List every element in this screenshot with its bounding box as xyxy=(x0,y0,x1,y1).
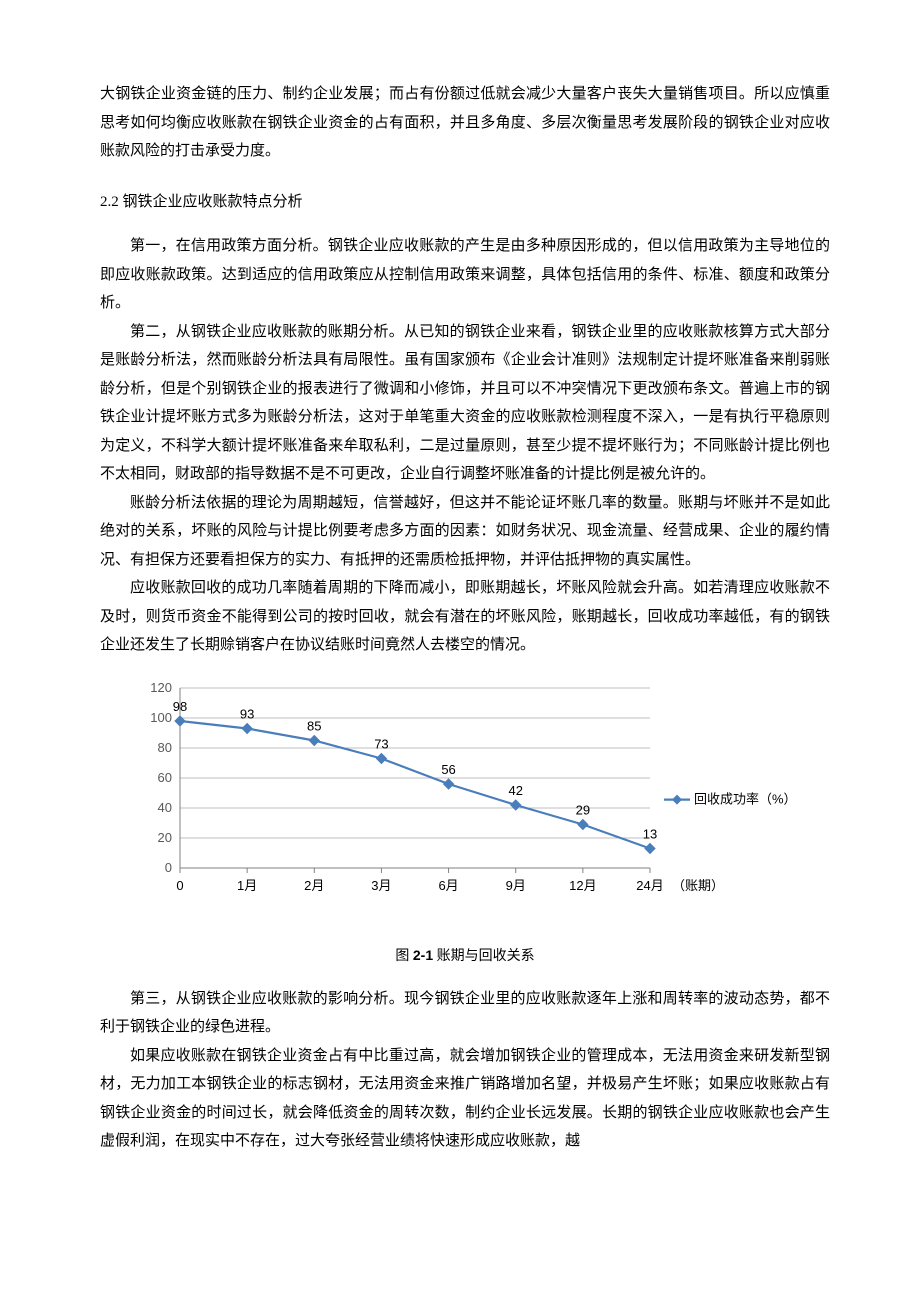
paragraph-3: 第二，从钢铁企业应收账款的账期分析。从已知的钢铁企业来看，钢铁企业里的应收账款核… xyxy=(100,318,830,489)
svg-text:24月: 24月 xyxy=(636,878,663,893)
svg-text:29: 29 xyxy=(576,802,590,817)
caption-pre: 图 xyxy=(395,949,413,964)
line-chart-svg: 0 20 40 60 80 100 120 0 1月 2月 3月 6月 9月 12月 24月 （账期） 98 93… xyxy=(100,678,820,928)
svg-text:98: 98 xyxy=(173,699,187,714)
svg-text:9月: 9月 xyxy=(506,878,526,893)
paragraph-2: 第一，在信用政策方面分析。钢铁企业应收账款的产生是由多种原因形成的，但以信用政策… xyxy=(100,232,830,318)
svg-text:120: 120 xyxy=(150,680,172,695)
svg-text:13: 13 xyxy=(643,826,657,841)
svg-text:12月: 12月 xyxy=(569,878,596,893)
svg-text:60: 60 xyxy=(158,770,172,785)
svg-text:（账期）: （账期） xyxy=(672,878,724,893)
paragraph-4: 账龄分析法依据的理论为周期越短，信誉越好，但这并不能论证坏账几率的数量。账期与坏… xyxy=(100,489,830,575)
paragraph-6: 第三，从钢铁企业应收账款的影响分析。现今钢铁企业里的应收账款逐年上涨和周转率的波… xyxy=(100,985,830,1042)
heading-2-2: 2.2 钢铁企业应收账款特点分析 xyxy=(100,188,830,217)
svg-text:40: 40 xyxy=(158,800,172,815)
svg-text:2月: 2月 xyxy=(304,878,324,893)
chart-2-1: 0 20 40 60 80 100 120 0 1月 2月 3月 6月 9月 12月 24月 （账期） 98 93… xyxy=(100,678,830,939)
svg-text:85: 85 xyxy=(307,718,321,733)
svg-text:0: 0 xyxy=(165,860,172,875)
svg-text:0: 0 xyxy=(176,878,183,893)
paragraph-7: 如果应收账款在钢铁企业资金占有中比重过高，就会增加钢铁企业的管理成本，无法用资金… xyxy=(100,1042,830,1156)
svg-text:3月: 3月 xyxy=(371,878,391,893)
svg-text:6月: 6月 xyxy=(438,878,458,893)
caption-bold: 2-1 xyxy=(413,947,433,963)
svg-text:100: 100 xyxy=(150,710,172,725)
svg-text:1月: 1月 xyxy=(237,878,257,893)
svg-text:20: 20 xyxy=(158,830,172,845)
svg-text:80: 80 xyxy=(158,740,172,755)
chart-caption: 图 2-1 账期与回收关系 xyxy=(100,942,830,971)
svg-text:56: 56 xyxy=(441,762,455,777)
svg-text:73: 73 xyxy=(374,736,388,751)
svg-text:回收成功率（%）: 回收成功率（%） xyxy=(694,791,797,806)
caption-post: 账期与回收关系 xyxy=(433,949,535,964)
svg-text:93: 93 xyxy=(240,706,254,721)
paragraph-intro: 大钢铁企业资金链的压力、制约企业发展；而占有份额过低就会减少大量客户丧失大量销售… xyxy=(100,80,830,166)
paragraph-5: 应收账款回收的成功几率随着周期的下降而减小，即账期越长，坏账风险就会升高。如若清… xyxy=(100,574,830,660)
svg-text:42: 42 xyxy=(508,783,522,798)
